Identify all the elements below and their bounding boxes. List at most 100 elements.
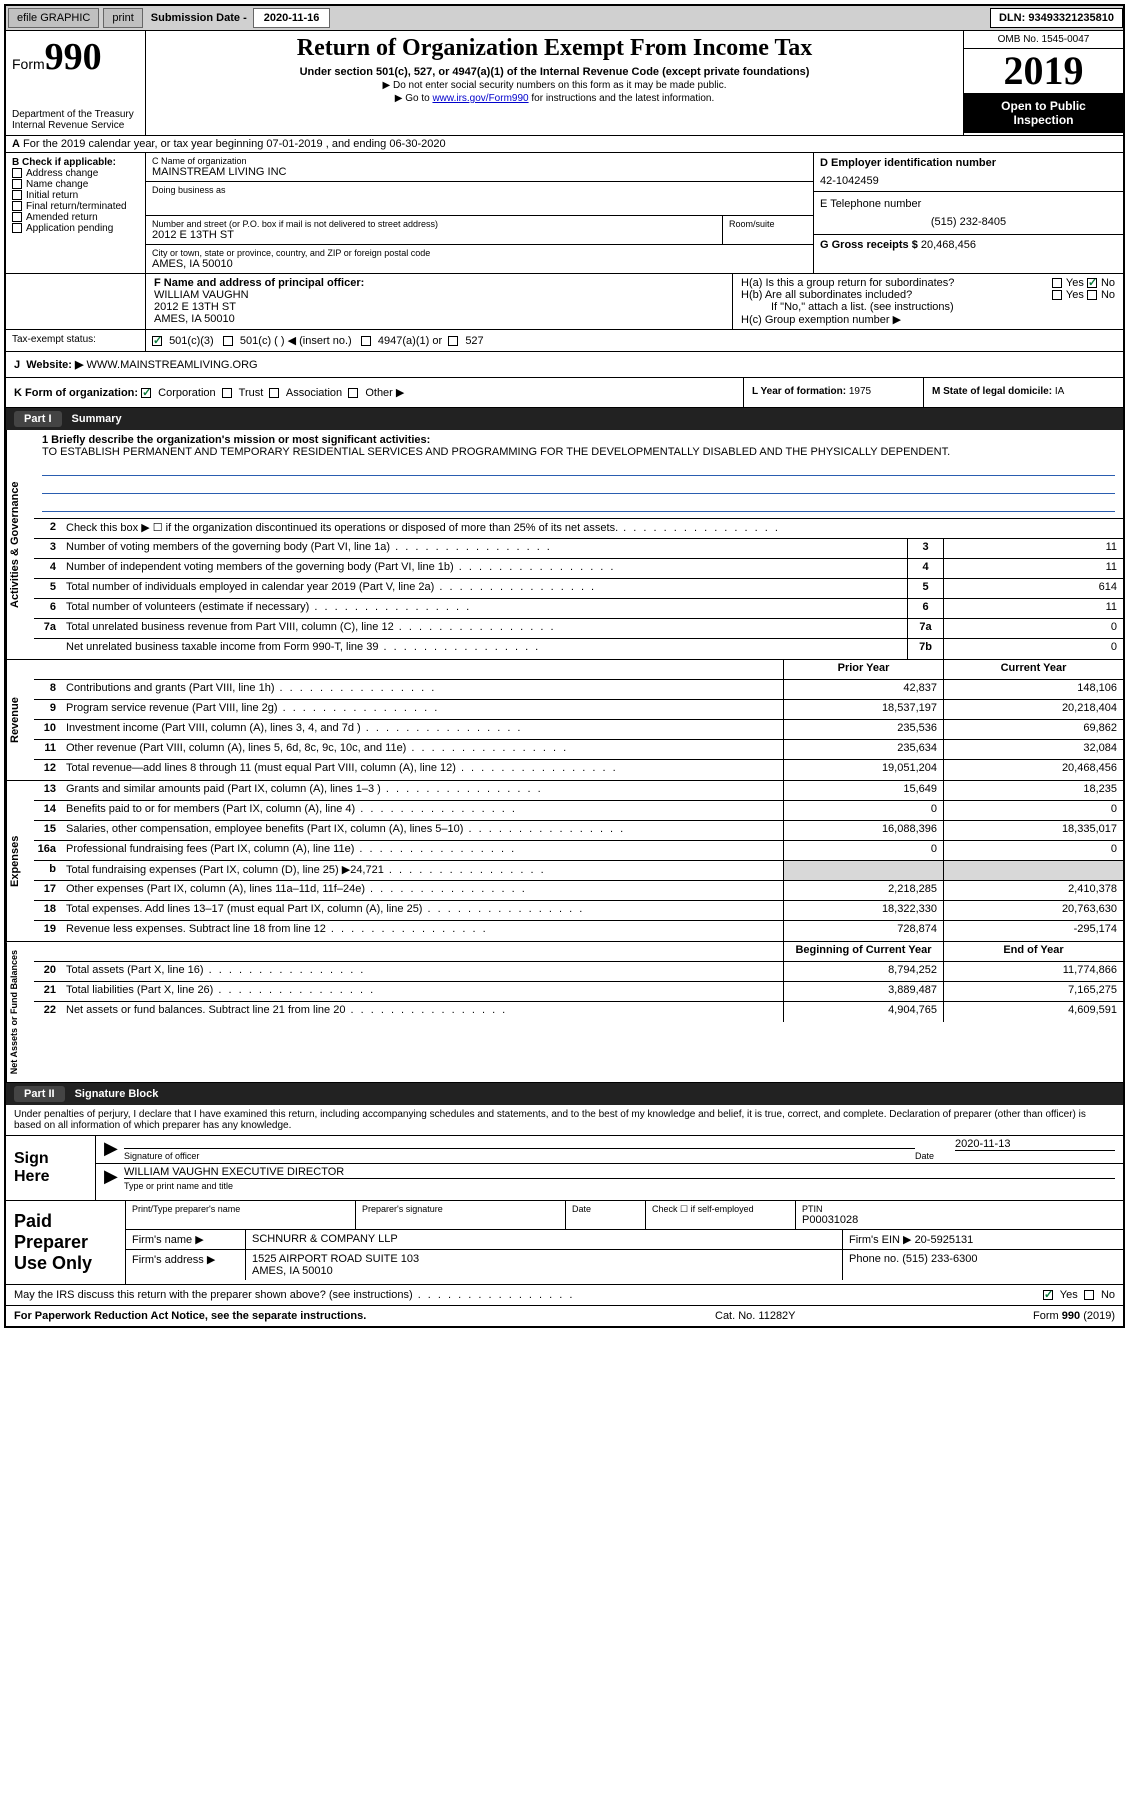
gov-row: Net unrelated business taxable income fr…	[34, 639, 1123, 659]
chk-trust[interactable]	[222, 388, 232, 398]
chk-name-change[interactable]	[12, 179, 22, 189]
firm-addr1: 1525 AIRPORT ROAD SUITE 103	[252, 1253, 836, 1265]
form-of-org: K Form of organization: Corporation Trus…	[6, 378, 743, 407]
table-row: bTotal fundraising expenses (Part IX, co…	[34, 861, 1123, 881]
sign-here-label: Sign Here	[6, 1136, 96, 1200]
row-j-website: J Website: ▶ WWW.MAINSTREAMLIVING.ORG	[6, 352, 1123, 378]
signature-block: Sign Here ▶ 2020-11-13 Signature of offi…	[6, 1136, 1123, 1201]
topbar: efile GRAPHIC print Submission Date - 20…	[6, 6, 1123, 31]
part2-header: Part II Signature Block	[6, 1083, 1123, 1105]
table-row: 11Other revenue (Part VIII, column (A), …	[34, 740, 1123, 760]
ein: 42-1042459	[820, 175, 1117, 187]
penalty-statement: Under penalties of perjury, I declare th…	[6, 1105, 1123, 1136]
table-row: 9Program service revenue (Part VIII, lin…	[34, 700, 1123, 720]
block-b-g: B Check if applicable: Address change Na…	[6, 153, 1123, 274]
balances-section: Net Assets or Fund Balances Beginning of…	[6, 942, 1123, 1083]
print-button[interactable]: print	[103, 8, 142, 28]
header-right-block: OMB No. 1545-0047 2019 Open to Public In…	[963, 31, 1123, 135]
ha-yes[interactable]	[1052, 278, 1062, 288]
end-year-hdr: End of Year	[943, 942, 1123, 961]
chk-corp[interactable]	[141, 388, 151, 398]
gross-receipts: G Gross receipts $ 20,468,456	[814, 235, 1123, 255]
col-d-e-g: D Employer identification number 42-1042…	[813, 153, 1123, 273]
col-c-org: C Name of organization MAINSTREAM LIVING…	[146, 153, 813, 273]
form-id-block: Form990 Department of the Treasury Inter…	[6, 31, 146, 135]
open-public-badge: Open to Public Inspection	[964, 93, 1123, 133]
hb-no[interactable]	[1087, 290, 1097, 300]
mission-text: TO ESTABLISH PERMANENT AND TEMPORARY RES…	[42, 446, 1115, 458]
officer-signature[interactable]	[124, 1138, 915, 1149]
chk-amended[interactable]	[12, 212, 22, 222]
discuss-no[interactable]	[1084, 1290, 1094, 1300]
chk-4947[interactable]	[361, 336, 371, 346]
col-b-checkboxes: B Check if applicable: Address change Na…	[6, 153, 146, 273]
preparer-label: Paid Preparer Use Only	[6, 1201, 126, 1284]
form-page: efile GRAPHIC print Submission Date - 20…	[4, 4, 1125, 1328]
row-a-tax-year: A For the 2019 calendar year, or tax yea…	[6, 136, 1123, 153]
dln: DLN: 93493321235810	[990, 8, 1123, 28]
omb-number: OMB No. 1545-0047	[964, 31, 1123, 49]
header-title-block: Return of Organization Exempt From Incom…	[146, 31, 963, 135]
chk-address-change[interactable]	[12, 168, 22, 178]
gov-row: 7aTotal unrelated business revenue from …	[34, 619, 1123, 639]
chk-assoc[interactable]	[269, 388, 279, 398]
website: WWW.MAINSTREAMLIVING.ORG	[86, 359, 257, 371]
tax-year: 2019	[964, 49, 1123, 93]
group-return: H(a) Is this a group return for subordin…	[733, 274, 1123, 329]
ha-no[interactable]	[1087, 278, 1097, 288]
discuss-yes[interactable]	[1043, 1290, 1053, 1300]
chk-pending[interactable]	[12, 223, 22, 233]
firm-name: SCHNURR & COMPANY LLP	[246, 1230, 843, 1249]
gov-row: 3Number of voting members of the governi…	[34, 539, 1123, 559]
chk-527[interactable]	[448, 336, 458, 346]
subdate-label: Submission Date -	[145, 12, 253, 24]
gov-row: 6Total number of volunteers (estimate if…	[34, 599, 1123, 619]
table-row: 12Total revenue—add lines 8 through 11 (…	[34, 760, 1123, 780]
table-row: 8Contributions and grants (Part VIII, li…	[34, 680, 1123, 700]
table-row: 17Other expenses (Part IX, column (A), l…	[34, 881, 1123, 901]
gov-row: 2Check this box ▶ ☐ if the organization …	[34, 519, 1123, 539]
submission-date: 2020-11-16	[253, 8, 331, 28]
ssn-notice: Do not enter social security numbers on …	[154, 80, 955, 91]
irs-link[interactable]: www.irs.gov/Form990	[432, 93, 528, 104]
table-row: 19Revenue less expenses. Subtract line 1…	[34, 921, 1123, 941]
governance-section: Activities & Governance 1 Briefly descri…	[6, 430, 1123, 660]
firm-phone: (515) 233-6300	[902, 1253, 977, 1265]
table-row: 10Investment income (Part VIII, column (…	[34, 720, 1123, 740]
name-arrow-icon: ▶	[104, 1166, 124, 1191]
sig-date: 2020-11-13	[955, 1138, 1115, 1151]
table-row: 21Total liabilities (Part X, line 26)3,8…	[34, 982, 1123, 1002]
principal-officer: F Name and address of principal officer:…	[146, 274, 733, 329]
year-formation: L Year of formation: 1975	[743, 378, 923, 407]
row-f-h: F Name and address of principal officer:…	[6, 274, 1123, 330]
chk-501c3[interactable]	[152, 336, 162, 346]
preparer-block: Paid Preparer Use Only Print/Type prepar…	[6, 1201, 1123, 1285]
chk-initial-return[interactable]	[12, 190, 22, 200]
row-i-tax-status: Tax-exempt status: 501(c)(3) 501(c) ( ) …	[6, 330, 1123, 352]
form-title: Return of Organization Exempt From Incom…	[154, 35, 955, 62]
ptin: P00031028	[802, 1214, 1117, 1226]
chk-501c[interactable]	[223, 336, 233, 346]
firm-ein: 20-5925131	[915, 1234, 974, 1246]
table-row: 13Grants and similar amounts paid (Part …	[34, 781, 1123, 801]
org-name: MAINSTREAM LIVING INC	[152, 166, 807, 178]
table-row: 14Benefits paid to or for members (Part …	[34, 801, 1123, 821]
dept-treasury: Department of the Treasury	[12, 109, 139, 120]
gov-row: 5Total number of individuals employed in…	[34, 579, 1123, 599]
dept-irs: Internal Revenue Service	[12, 120, 139, 131]
hb-yes[interactable]	[1052, 290, 1062, 300]
chk-final-return[interactable]	[12, 201, 22, 211]
discuss-row: May the IRS discuss this return with the…	[6, 1285, 1123, 1306]
firm-addr2: AMES, IA 50010	[252, 1265, 836, 1277]
telephone: (515) 232-8405	[820, 216, 1117, 228]
gov-row: 4Number of independent voting members of…	[34, 559, 1123, 579]
mission-block: 1 Briefly describe the organization's mi…	[34, 430, 1123, 519]
vtab-governance: Activities & Governance	[6, 430, 34, 659]
table-row: 20Total assets (Part X, line 16)8,794,25…	[34, 962, 1123, 982]
page-footer: For Paperwork Reduction Act Notice, see …	[6, 1306, 1123, 1326]
officer-name: WILLIAM VAUGHN EXECUTIVE DIRECTOR	[124, 1166, 1115, 1179]
chk-other[interactable]	[348, 388, 358, 398]
begin-year-hdr: Beginning of Current Year	[783, 942, 943, 961]
vtab-expenses: Expenses	[6, 781, 34, 941]
table-row: 22Net assets or fund balances. Subtract …	[34, 1002, 1123, 1022]
